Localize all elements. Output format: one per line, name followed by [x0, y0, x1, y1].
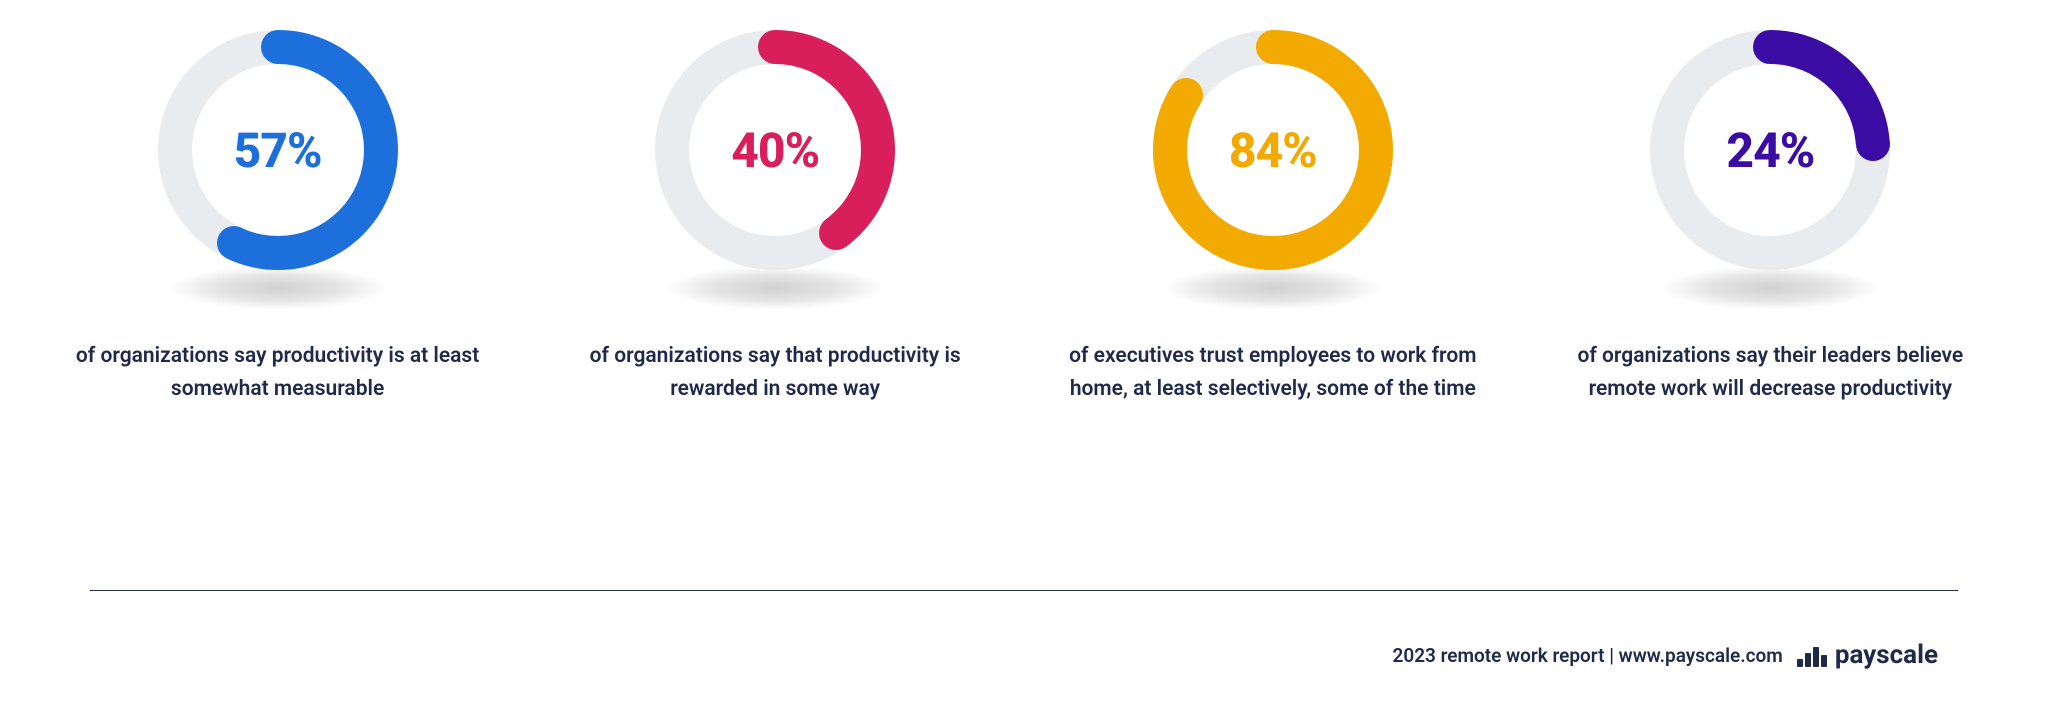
stats-row: 57% of organizations say productivity is …: [0, 30, 2048, 405]
donut-hole: 57%: [192, 64, 364, 236]
donut-hole: 40%: [689, 64, 861, 236]
donut-percent-label: 40%: [731, 122, 819, 179]
stat-description: of organizations say their leaders belie…: [1560, 340, 1980, 405]
donut-hole: 84%: [1187, 64, 1359, 236]
donut-shadow: [1163, 266, 1383, 310]
donut-wrap-trust: 84%: [1153, 30, 1393, 270]
payscale-logo-word: payscale: [1835, 640, 1938, 670]
stat-description: of organizations say that productivity i…: [565, 340, 985, 405]
donut-chart: 84%: [1153, 30, 1393, 270]
donut-shadow: [168, 266, 388, 310]
donut-cap-end: [1856, 127, 1890, 161]
donut-percent-label: 84%: [1229, 122, 1317, 179]
payscale-logo: payscale: [1797, 640, 1938, 670]
logo-bar: [1813, 647, 1819, 667]
divider: [90, 590, 1958, 591]
stat-decrease: 24% of organizations say their leaders be…: [1550, 30, 1990, 405]
donut-cap-end: [217, 226, 251, 260]
donut-wrap-measurable: 57%: [158, 30, 398, 270]
donut-cap-start: [1753, 30, 1787, 64]
stat-description: of organizations say productivity is at …: [68, 340, 488, 405]
donut-percent-label: 24%: [1726, 122, 1814, 179]
donut-cap-start: [261, 30, 295, 64]
donut-chart: 40%: [655, 30, 895, 270]
donut-cap-end: [819, 216, 853, 250]
donut-chart: 24%: [1650, 30, 1890, 270]
stat-trust: 84% of executives trust employees to work…: [1053, 30, 1493, 405]
footer-text: 2023 remote work report | www.payscale.c…: [1392, 644, 1782, 667]
donut-cap-start: [1256, 30, 1290, 64]
donut-wrap-decrease: 24%: [1650, 30, 1890, 270]
stat-rewarded: 40% of organizations say that productivit…: [555, 30, 995, 405]
payscale-logo-mark: [1797, 643, 1827, 667]
stat-description: of executives trust employees to work fr…: [1063, 340, 1483, 405]
donut-shadow: [1660, 266, 1880, 310]
stat-measurable: 57% of organizations say productivity is …: [58, 30, 498, 405]
donut-hole: 24%: [1684, 64, 1856, 236]
donut-percent-label: 57%: [234, 122, 322, 179]
footer: 2023 remote work report | www.payscale.c…: [1392, 640, 1938, 670]
donut-shadow: [665, 266, 885, 310]
donut-chart: 57%: [158, 30, 398, 270]
logo-bar: [1821, 655, 1827, 667]
donut-cap-start: [758, 30, 792, 64]
logo-bar: [1797, 659, 1803, 667]
logo-bar: [1805, 653, 1811, 667]
donut-wrap-rewarded: 40%: [655, 30, 895, 270]
